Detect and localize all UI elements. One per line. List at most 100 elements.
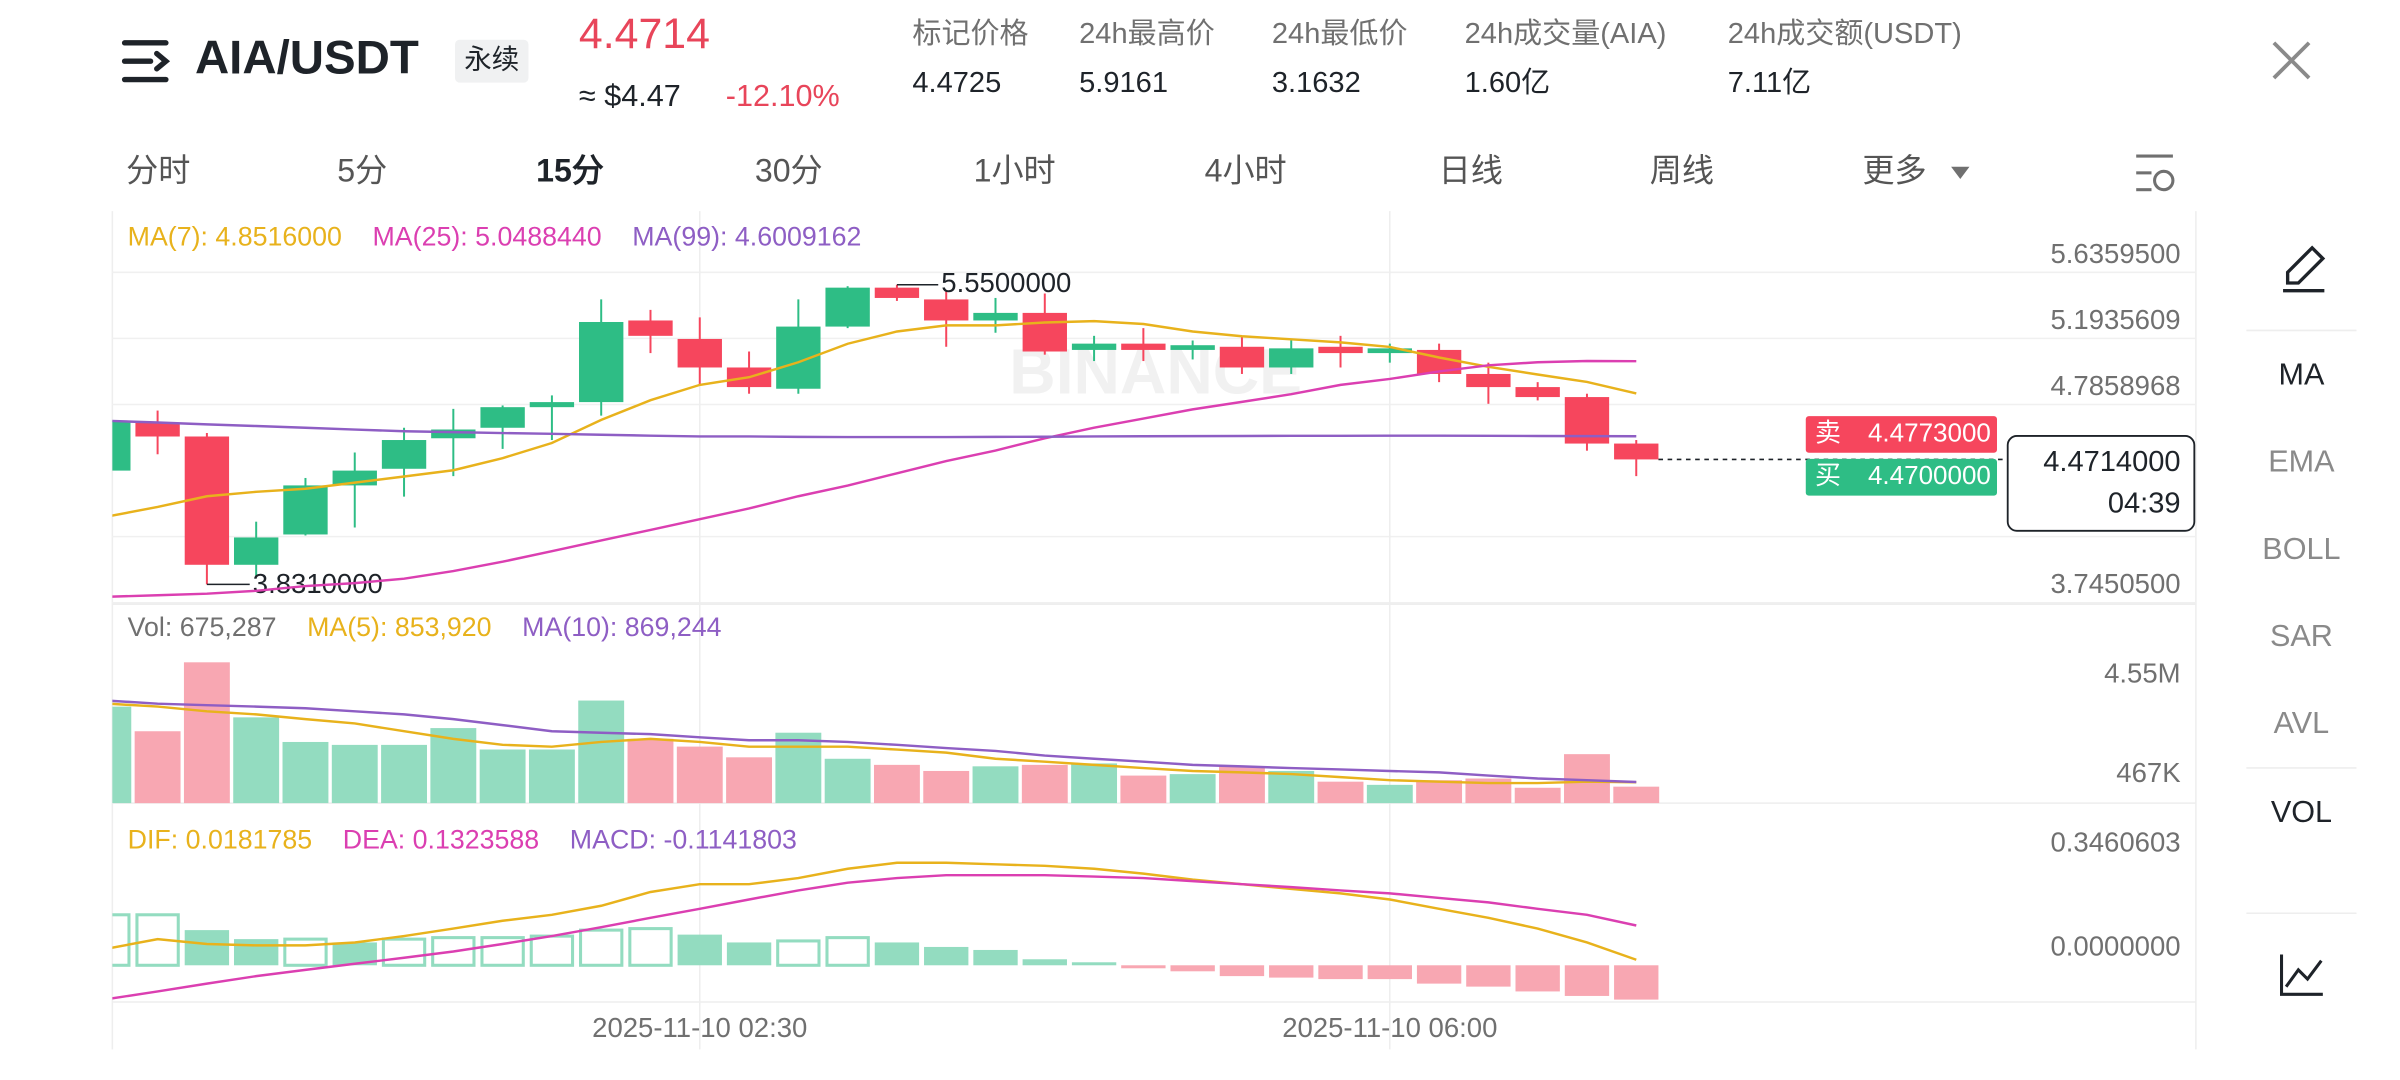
candle-body [431,429,476,439]
interval-tab[interactable]: 日线 [1439,152,1503,188]
y-tick-label: 5.6359500 [2050,238,2180,269]
legend-item: MA(25): 5.0488440 [373,222,602,252]
macd-bar [726,942,772,966]
volume-bar [112,706,132,804]
macd-bar [1515,965,1560,992]
candle-body [1269,348,1314,368]
macd-bar [825,936,870,967]
candle-body [1219,346,1265,368]
stat-value: 5.9161 [1079,67,1168,99]
macd-bar [1614,965,1659,1000]
macd-bar [1219,965,1265,977]
legend-item: MA(10): 869,244 [522,612,721,642]
volume-bar [134,731,181,804]
macd-bar [874,942,920,966]
more-arrow [1951,166,1970,179]
ask-tag-bg [1805,416,1997,453]
settings-icon[interactable] [2136,154,2175,192]
interval-tab[interactable]: 5分 [337,152,387,188]
ask-price: 4.4773000 [1868,417,1991,447]
x-tick-label: 2025-11-10 02:30 [592,1012,807,1043]
max-label: 5.5500000 [941,267,1071,298]
interval-tab[interactable]: 更多 [1862,152,1926,188]
bid-price: 4.4700000 [1868,460,1991,490]
interval-tab[interactable]: 30分 [755,152,823,188]
candle-body [825,287,870,327]
draw-tool-icon[interactable] [2283,245,2326,293]
volume-bar [1366,784,1413,804]
macd-bar [381,937,427,967]
volume-bar [282,741,329,804]
volume-bar [381,744,427,804]
volume-bar [1071,763,1118,804]
candle-body [1022,312,1067,352]
stat-label: 24h成交额(USDT) [1728,17,1962,50]
macd-bar [332,942,377,966]
legend-item: MA(5): 853,920 [307,612,491,642]
volume-bar [479,749,526,804]
legend-item: MA(99): 4.6009162 [632,222,861,252]
indicator-tab[interactable]: AVL [2274,706,2330,740]
indicator-tab[interactable]: EMA [2268,445,2335,479]
x-tick-label: 2025-11-10 06:00 [1282,1012,1497,1043]
indicator-line [112,319,1637,517]
bid-tag-bg [1805,458,1997,496]
min-label: 3.8310000 [253,568,383,599]
close-button[interactable] [2272,41,2311,80]
legend-item: Vol: 675,287 [128,612,277,642]
legend-item: DIF: 0.0181785 [128,824,313,854]
macd-bar [1318,965,1363,980]
candle-body [1318,346,1363,354]
candle-body [1515,387,1560,398]
bid-label: 买 [1815,460,1841,490]
candle-body [1614,443,1659,460]
macd-bar [1367,965,1412,980]
plot-area: 5.5500000 3.8310000 [112,267,1660,1000]
y-tick-label: 4.7858968 [2050,370,2180,401]
volume-bar [1169,774,1216,804]
candle-body [1071,343,1117,350]
contract-badge [455,39,529,83]
legend-item: MA(7): 4.8516000 [128,222,342,252]
price-box-value: 4.4714000 [2043,446,2180,478]
interval-tab[interactable]: 分时 [126,152,190,188]
menu-icon[interactable] [121,40,171,83]
interval-tab[interactable]: 4小时 [1205,152,1287,188]
y-tick-label: 0.0000000 [2050,931,2180,962]
volume-bar [233,717,280,804]
candle-body [529,402,575,408]
indicator-tab[interactable]: SAR [2270,619,2333,653]
macd-bar [1269,965,1314,978]
volume-bar [1021,764,1068,804]
stat-value: 1.60亿 [1465,66,1551,99]
candle-body [874,287,920,298]
legend-item: DEA: 0.1323588 [343,824,539,854]
chart-type-icon[interactable] [2280,954,2323,996]
macd-bar [431,936,476,967]
interval-tab[interactable]: 15分 [536,152,604,188]
macd-bar [1022,959,1067,966]
volume-bar [578,700,625,804]
macd-bar [1416,965,1462,984]
interval-tabs: 分时 5分 15分 30分 1小时 4小时 日线 周线 更多 [126,152,1926,188]
indicator-tab[interactable]: BOLL [2262,532,2340,566]
macd-bar [1121,965,1166,969]
candle-body [973,312,1018,321]
macd-bar [1071,962,1117,966]
stat-value: 7.11亿 [1728,66,1811,99]
contract: 永续 [464,43,519,74]
ask-tag: 卖 4.4773000 [1805,416,1997,453]
candle-body [924,299,969,321]
ask-label: 卖 [1815,417,1841,447]
indicator-line [112,359,1637,598]
indicator-tab[interactable]: MA [2278,357,2324,391]
last-price: 4.4714 [579,10,710,58]
interval-tab[interactable]: 1小时 [974,152,1056,188]
usd-price: ≈ $4.47 [579,79,681,113]
indicator-line [112,419,1637,439]
indicator-tab[interactable]: VOL [2271,795,2332,829]
interval-tab[interactable]: 周线 [1650,152,1714,188]
change: -12.10% [726,79,840,113]
stat-label: 24h最低价 [1272,17,1408,50]
